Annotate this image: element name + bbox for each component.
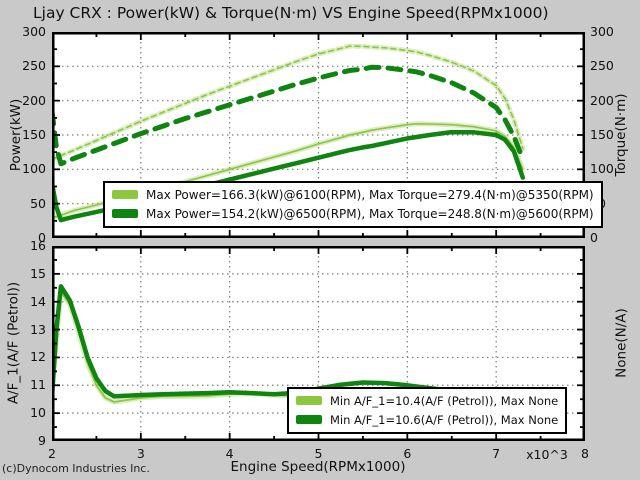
axis-multiplier-label: x10^3 [526, 447, 568, 462]
y-tick-label: 11 [30, 377, 46, 393]
afr-legend: Min A/F_1=10.4(A/F (Petrol)), Max None M… [287, 387, 568, 434]
legend-row-run1: Max Power=166.3(kW)@6100(RPM), Max Torqu… [112, 185, 594, 204]
y-tick-label: 16 [30, 238, 46, 253]
y-tick-label: 0 [590, 230, 598, 245]
y-tick-label: 14 [30, 293, 46, 309]
y-tick-label: 300 [590, 24, 614, 39]
none-axis-label: None(N/A) [613, 308, 630, 378]
y-tick-label: 0 [38, 230, 46, 245]
afr-run2-color-swatch [296, 415, 322, 424]
y-tick-label: 150 [590, 127, 614, 142]
x-tick-label: 6 [403, 446, 412, 461]
y-tick-label: 10 [30, 405, 46, 421]
legend-row-run2: Max Power=154.2(kW)@6500(RPM), Max Torqu… [112, 204, 594, 223]
copyright-text: (c)Dynocom Industries Inc. [2, 462, 150, 475]
afr-run1-color-swatch [296, 396, 322, 405]
x-tick-label: 7 [492, 446, 501, 461]
y-tick-label: 15 [30, 265, 46, 281]
y-tick-label: 150 [22, 127, 46, 142]
y-tick-label: 9 [38, 433, 46, 448]
y-tick-label: 100 [590, 161, 614, 177]
y-tick-label: 250 [22, 58, 46, 74]
legend-label-afr-run1: Min A/F_1=10.4(A/F (Petrol)), Max None [330, 393, 559, 408]
x-tick-label: 4 [225, 446, 234, 461]
legend-label-run2: Max Power=154.2(kW)@6500(RPM), Max Torqu… [146, 206, 594, 221]
legend-row-afr-run2: Min A/F_1=10.6(A/F (Petrol)), Max None [296, 410, 558, 429]
legend-label-run1: Max Power=166.3(kW)@6100(RPM), Max Torqu… [146, 187, 594, 202]
y-tick-label: 250 [590, 58, 614, 74]
y-tick-label: 200 [22, 92, 46, 108]
legend-row-afr-run1: Min A/F_1=10.4(A/F (Petrol)), Max None [296, 391, 558, 410]
y-tick-label: 13 [30, 321, 46, 337]
x-tick-label: 3 [136, 446, 145, 461]
engine-speed-axis-label: Engine Speed(RPMx1000) [230, 459, 406, 475]
y-tick-label: 100 [22, 161, 46, 177]
x-tick-label: 8 [581, 446, 589, 461]
power-torque-legend: Max Power=166.3(kW)@6100(RPM), Max Torqu… [103, 181, 603, 228]
run2-color-swatch [112, 209, 138, 218]
run1-color-swatch [112, 190, 138, 199]
y-tick-label: 300 [22, 24, 46, 39]
y-tick-label: 50 [30, 195, 46, 211]
y-tick-label: 12 [30, 349, 46, 365]
chart-title: Ljay CRX : Power(kW) & Torque(N·m) VS En… [33, 4, 549, 22]
y-tick-label: 200 [590, 92, 614, 108]
x-tick-label: 2 [48, 446, 56, 461]
legend-label-afr-run2: Min A/F_1=10.6(A/F (Petrol)), Max None [330, 412, 559, 427]
x-tick-label: 5 [314, 446, 323, 461]
